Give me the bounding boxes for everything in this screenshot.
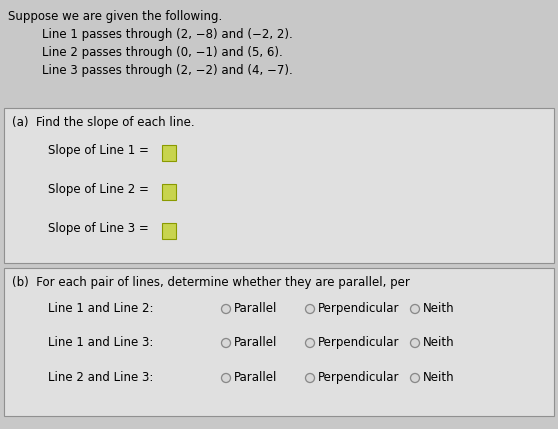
Text: Suppose we are given the following.: Suppose we are given the following.: [8, 10, 222, 23]
Text: Line 1 and Line 2:: Line 1 and Line 2:: [48, 302, 153, 315]
Text: Neith: Neith: [423, 336, 455, 349]
Text: Line 3 passes through (2, −2) and (4, −7).: Line 3 passes through (2, −2) and (4, −7…: [42, 64, 293, 77]
Circle shape: [411, 374, 420, 383]
Text: Perpendicular: Perpendicular: [318, 336, 400, 349]
Text: (b)  For each pair of lines, determine whether they are parallel, per: (b) For each pair of lines, determine wh…: [12, 276, 410, 289]
Circle shape: [222, 374, 230, 383]
Circle shape: [305, 374, 315, 383]
Text: Slope of Line 3 =: Slope of Line 3 =: [48, 222, 152, 235]
Circle shape: [411, 338, 420, 347]
Text: (a)  Find the slope of each line.: (a) Find the slope of each line.: [12, 116, 195, 129]
FancyBboxPatch shape: [162, 223, 176, 239]
FancyBboxPatch shape: [4, 268, 554, 416]
Text: Slope of Line 2 =: Slope of Line 2 =: [48, 183, 153, 196]
FancyBboxPatch shape: [4, 108, 554, 263]
Text: Line 2 passes through (0, −1) and (5, 6).: Line 2 passes through (0, −1) and (5, 6)…: [42, 46, 283, 59]
Circle shape: [305, 305, 315, 314]
Text: Slope of Line 1 =: Slope of Line 1 =: [48, 144, 153, 157]
Text: Parallel: Parallel: [234, 371, 277, 384]
Circle shape: [411, 305, 420, 314]
Text: Line 1 and Line 3:: Line 1 and Line 3:: [48, 336, 153, 349]
Circle shape: [222, 305, 230, 314]
FancyBboxPatch shape: [162, 184, 176, 200]
Text: Line 1 passes through (2, −8) and (−2, 2).: Line 1 passes through (2, −8) and (−2, 2…: [42, 28, 293, 41]
Circle shape: [305, 338, 315, 347]
Text: Perpendicular: Perpendicular: [318, 371, 400, 384]
Text: Line 2 and Line 3:: Line 2 and Line 3:: [48, 371, 153, 384]
Text: Parallel: Parallel: [234, 336, 277, 349]
Text: Perpendicular: Perpendicular: [318, 302, 400, 315]
Circle shape: [222, 338, 230, 347]
Text: Neith: Neith: [423, 302, 455, 315]
FancyBboxPatch shape: [162, 145, 176, 161]
Text: Parallel: Parallel: [234, 302, 277, 315]
Text: Neith: Neith: [423, 371, 455, 384]
